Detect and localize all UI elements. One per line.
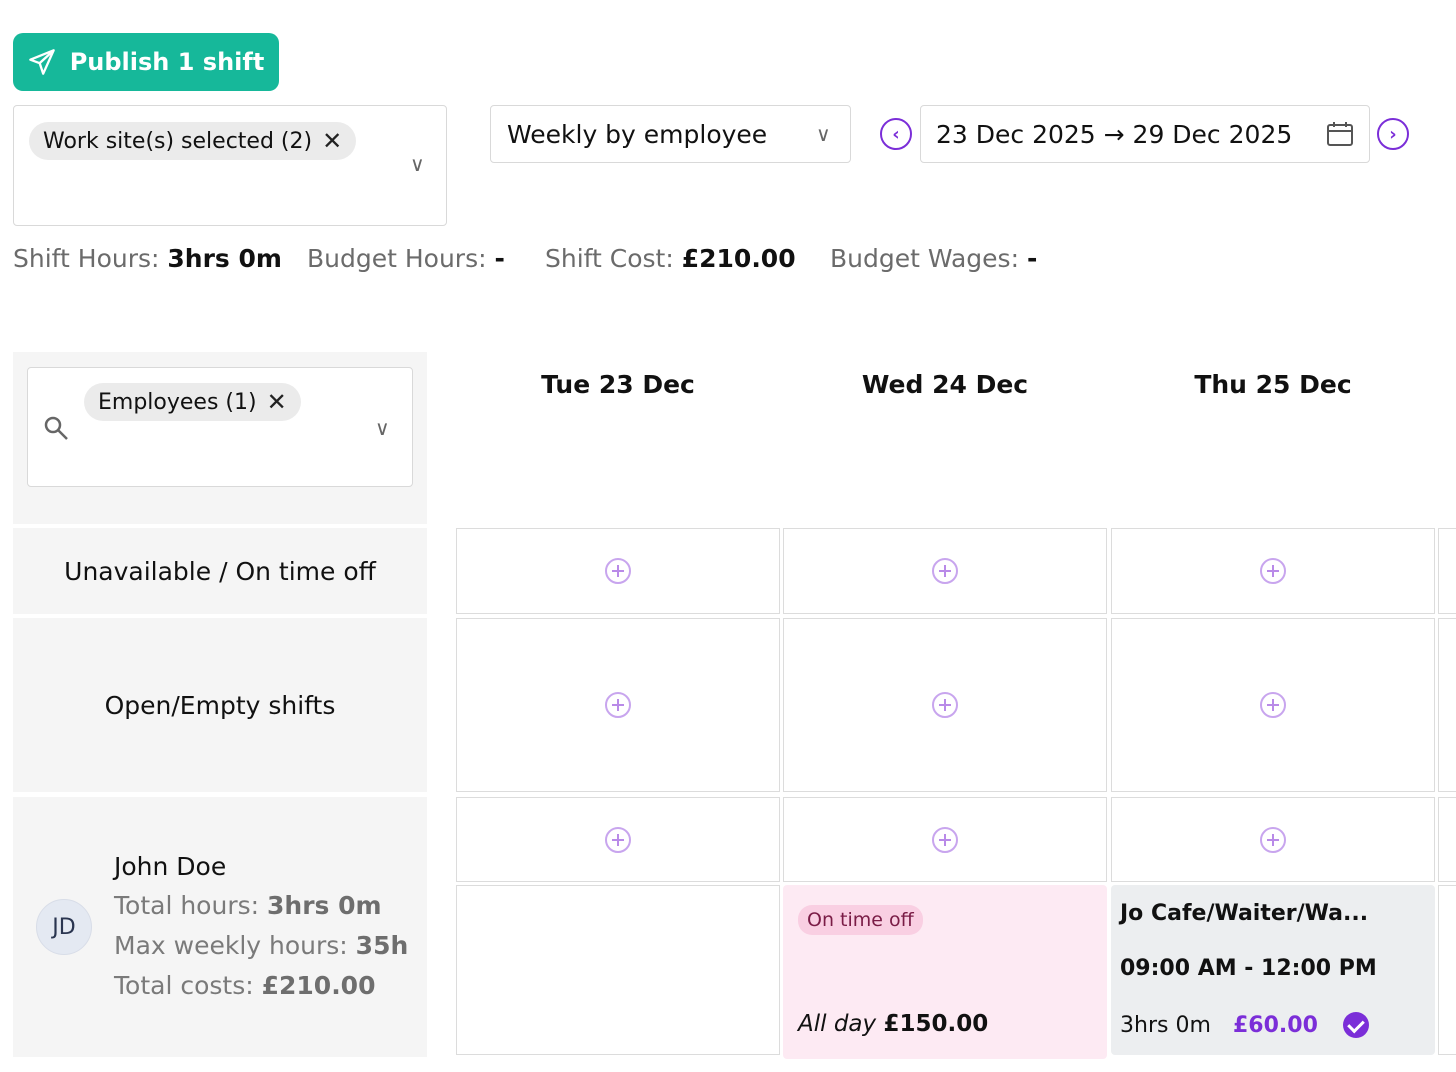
search-icon bbox=[44, 416, 68, 440]
day-header-tue: Tue 23 Dec bbox=[541, 370, 695, 399]
employee-max-weekly-hours: Max weekly hours: 35h bbox=[114, 931, 408, 960]
chevron-down-icon[interactable]: ∨ bbox=[410, 152, 425, 176]
work-site-chip-label: Work site(s) selected (2) bbox=[43, 128, 313, 154]
total-costs-label: Total costs: bbox=[114, 971, 254, 1000]
employees-chip-label: Employees (1) bbox=[98, 389, 257, 415]
employee-shift-cell-tue[interactable] bbox=[456, 885, 780, 1055]
shift-cost-label: Shift Cost: bbox=[545, 244, 674, 273]
view-mode-select[interactable]: Weekly by employee ∨ bbox=[490, 105, 851, 163]
shift-cost-value: £210.00 bbox=[681, 244, 796, 273]
total-hours-label: Total hours: bbox=[114, 891, 260, 920]
max-weekly-value: 35h bbox=[355, 931, 409, 960]
budget-wages-value: - bbox=[1026, 244, 1038, 273]
shift-hours-value: 3hrs 0m bbox=[167, 244, 282, 273]
employee-add-cell-fri bbox=[1438, 797, 1456, 882]
unavailable-row-header: Unavailable / On time off bbox=[13, 528, 427, 614]
plus-circle-icon[interactable] bbox=[1260, 826, 1286, 853]
employee-add-cell-wed bbox=[783, 797, 1107, 882]
unavailable-cell-thu bbox=[1111, 528, 1435, 614]
open-shift-cell-thu bbox=[1111, 618, 1435, 792]
chevron-left-icon: ‹ bbox=[892, 123, 900, 145]
calendar-icon[interactable] bbox=[1326, 121, 1354, 147]
close-icon[interactable]: ✕ bbox=[322, 127, 343, 155]
plus-circle-icon[interactable] bbox=[605, 826, 631, 853]
plus-circle-icon[interactable] bbox=[1260, 692, 1286, 718]
unavailable-cell-wed bbox=[783, 528, 1107, 614]
total-hours-value: 3hrs 0m bbox=[267, 891, 382, 920]
day-header-thu: Thu 25 Dec bbox=[1194, 370, 1352, 399]
open-shift-cell-fri bbox=[1438, 618, 1456, 792]
budget-hours-stat: Budget Hours: - bbox=[307, 244, 505, 273]
budget-wages-label: Budget Wages: bbox=[830, 244, 1020, 273]
shift-time: 09:00 AM - 12:00 PM bbox=[1120, 956, 1377, 981]
employee-add-cell-tue bbox=[456, 797, 780, 882]
unavailable-cell-tue bbox=[456, 528, 780, 614]
publish-label: Publish 1 shift bbox=[69, 48, 265, 76]
time-off-cost: £150.00 bbox=[883, 1011, 989, 1037]
work-site-select[interactable]: Work site(s) selected (2) ✕ ∨ bbox=[13, 105, 447, 226]
plus-circle-icon[interactable] bbox=[932, 826, 958, 853]
budget-wages-stat: Budget Wages: - bbox=[830, 244, 1037, 273]
publish-button[interactable]: Publish 1 shift bbox=[13, 33, 279, 91]
budget-hours-value: - bbox=[494, 244, 505, 273]
plus-circle-icon[interactable] bbox=[605, 558, 631, 584]
plus-circle-icon[interactable] bbox=[932, 558, 958, 584]
employee-add-cell-thu bbox=[1111, 797, 1435, 882]
budget-hours-label: Budget Hours: bbox=[307, 244, 487, 273]
previous-week-button[interactable]: ‹ bbox=[880, 118, 912, 150]
shift-card[interactable]: Jo Cafe/Waiter/Wa... 09:00 AM - 12:00 PM… bbox=[1111, 885, 1435, 1055]
plus-circle-icon[interactable] bbox=[605, 692, 631, 718]
time-off-footer: All day £150.00 bbox=[798, 1011, 988, 1037]
shift-hours-stat: Shift Hours: 3hrs 0m bbox=[13, 244, 282, 273]
check-circle-icon bbox=[1343, 1012, 1369, 1038]
date-range-value: 23 Dec 2025 → 29 Dec 2025 bbox=[936, 119, 1293, 149]
unavailable-row-label: Unavailable / On time off bbox=[64, 556, 376, 586]
shift-cost-stat: Shift Cost: £210.00 bbox=[545, 244, 796, 273]
view-mode-value: Weekly by employee bbox=[507, 119, 768, 149]
max-weekly-label: Max weekly hours: bbox=[114, 931, 348, 960]
employee-filter-select[interactable]: Employees (1) ✕ ∨ bbox=[27, 367, 413, 487]
close-icon[interactable]: ✕ bbox=[266, 388, 287, 416]
time-off-period: All day bbox=[798, 1011, 877, 1037]
chevron-down-icon: ∨ bbox=[816, 122, 831, 146]
shift-hours-label: Shift Hours: bbox=[13, 244, 160, 273]
employee-total-costs: Total costs: £210.00 bbox=[114, 971, 375, 1000]
date-range-picker[interactable]: 23 Dec 2025 → 29 Dec 2025 bbox=[920, 105, 1370, 163]
employee-total-hours: Total hours: 3hrs 0m bbox=[114, 891, 382, 920]
plus-circle-icon[interactable] bbox=[1260, 558, 1286, 584]
open-shifts-row-header: Open/Empty shifts bbox=[13, 618, 427, 792]
day-header-wed: Wed 24 Dec bbox=[861, 370, 1029, 399]
next-week-button[interactable]: › bbox=[1377, 118, 1409, 150]
shift-cost: £60.00 bbox=[1233, 1013, 1318, 1038]
total-costs-value: £210.00 bbox=[261, 971, 376, 1000]
time-off-card[interactable]: On time off All day £150.00 bbox=[783, 885, 1107, 1059]
work-site-chip: Work site(s) selected (2) ✕ bbox=[29, 122, 357, 160]
employee-name[interactable]: John Doe bbox=[114, 852, 227, 881]
unavailable-cell-fri bbox=[1438, 528, 1456, 614]
chevron-down-icon[interactable]: ∨ bbox=[375, 416, 390, 440]
shift-duration: 3hrs 0m bbox=[1120, 1013, 1211, 1038]
employees-chip: Employees (1) ✕ bbox=[84, 383, 301, 421]
chevron-right-icon: › bbox=[1389, 123, 1397, 145]
open-shift-cell-wed bbox=[783, 618, 1107, 792]
plus-circle-icon[interactable] bbox=[932, 692, 958, 718]
shift-title: Jo Cafe/Waiter/Wa... bbox=[1120, 901, 1369, 926]
time-off-badge: On time off bbox=[798, 905, 923, 935]
open-shift-cell-tue bbox=[456, 618, 780, 792]
open-shifts-row-label: Open/Empty shifts bbox=[104, 690, 336, 720]
avatar: JD bbox=[36, 899, 92, 955]
paper-plane-icon bbox=[28, 49, 55, 75]
employee-shift-cell-fri bbox=[1438, 885, 1456, 1055]
